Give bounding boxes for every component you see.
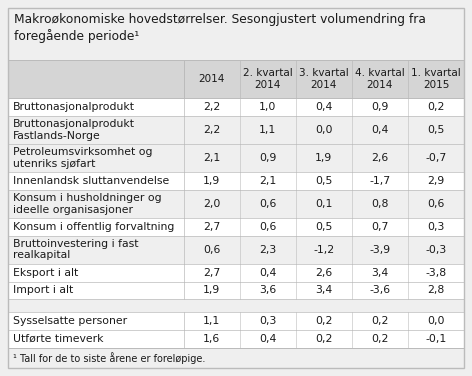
Bar [8,218,464,236]
Text: 0,6: 0,6 [259,199,277,209]
Text: 1,1: 1,1 [203,316,220,326]
Bar [8,144,464,172]
Text: 1,9: 1,9 [203,176,220,186]
Text: Bruttonasjonalprodukt
Fastlands-Norge: Bruttonasjonalprodukt Fastlands-Norge [13,119,135,141]
Text: Makroøkonomiske hovedstørrelser. Sesongjustert volumendring fra
foregående perio: Makroøkonomiske hovedstørrelser. Sesongj… [14,12,426,43]
Text: 0,8: 0,8 [371,199,388,209]
Bar [8,330,464,348]
Bar [8,172,464,190]
Bar [8,98,464,116]
Text: 0,6: 0,6 [259,222,277,232]
Text: 4. kvartal
2014: 4. kvartal 2014 [355,68,405,90]
Text: Innenlandsk sluttanvendelse: Innenlandsk sluttanvendelse [13,176,169,186]
Text: 2,6: 2,6 [371,153,388,163]
Text: 0,7: 0,7 [371,222,388,232]
Text: 3,4: 3,4 [315,285,332,296]
Text: 0,2: 0,2 [427,102,445,112]
Text: 2,7: 2,7 [203,222,220,232]
Text: Import i alt: Import i alt [13,285,73,296]
Text: Utførte timeverk: Utførte timeverk [13,334,103,344]
Text: -1,7: -1,7 [369,176,390,186]
Text: -3,9: -3,9 [369,245,390,255]
Text: 3,4: 3,4 [371,268,388,277]
Text: 0,4: 0,4 [259,334,277,344]
Text: 0,4: 0,4 [315,102,332,112]
Text: 2,8: 2,8 [427,285,445,296]
Text: 2014: 2014 [198,74,225,84]
Text: 1,9: 1,9 [315,153,332,163]
Bar [8,8,464,60]
Text: 0,0: 0,0 [315,125,333,135]
Text: 0,6: 0,6 [203,245,220,255]
Text: -0,3: -0,3 [425,245,447,255]
Text: 0,9: 0,9 [371,102,388,112]
Text: 3,6: 3,6 [259,285,276,296]
Text: 2,9: 2,9 [427,176,445,186]
Bar [8,116,464,144]
Bar [8,60,464,98]
Text: 2,1: 2,1 [259,176,276,186]
Text: 0,6: 0,6 [427,199,445,209]
Text: -1,2: -1,2 [313,245,334,255]
Text: 0,5: 0,5 [427,125,445,135]
Text: -3,6: -3,6 [369,285,390,296]
Text: 0,2: 0,2 [315,316,332,326]
Text: Bruttoinvestering i fast
realkapital: Bruttoinvestering i fast realkapital [13,239,138,261]
Text: 1,6: 1,6 [203,334,220,344]
Text: 0,3: 0,3 [427,222,445,232]
Text: 2,0: 2,0 [203,199,220,209]
Text: 0,0: 0,0 [427,316,445,326]
Bar [8,236,464,264]
Bar [8,312,464,330]
Text: 0,1: 0,1 [315,199,332,209]
Text: -0,1: -0,1 [425,334,447,344]
Text: 2,2: 2,2 [203,102,220,112]
Text: 1,0: 1,0 [259,102,277,112]
Text: 3. kvartal
2014: 3. kvartal 2014 [299,68,349,90]
Text: 1,9: 1,9 [203,285,220,296]
Text: -3,8: -3,8 [425,268,447,277]
Text: Sysselsatte personer: Sysselsatte personer [13,316,127,326]
Text: -0,7: -0,7 [425,153,447,163]
Text: 0,2: 0,2 [371,316,388,326]
Bar [8,348,464,368]
Text: 2. kvartal
2014: 2. kvartal 2014 [243,68,293,90]
Text: ¹ Tall for de to siste årene er foreløpige.: ¹ Tall for de to siste årene er foreløpi… [13,352,205,364]
Text: 0,2: 0,2 [315,334,332,344]
Text: Petroleumsvirksomhet og
utenriks sjøfart: Petroleumsvirksomhet og utenriks sjøfart [13,147,152,169]
Bar [8,264,464,282]
Text: Konsum i offentlig forvaltning: Konsum i offentlig forvaltning [13,222,174,232]
Text: 2,3: 2,3 [259,245,276,255]
Text: 2,7: 2,7 [203,268,220,277]
Bar [8,190,464,218]
Text: 2,6: 2,6 [315,268,332,277]
Text: 0,2: 0,2 [371,334,388,344]
Text: Konsum i husholdninger og
ideelle organisasjoner: Konsum i husholdninger og ideelle organi… [13,193,161,215]
Text: 1. kvartal
2015: 1. kvartal 2015 [411,68,461,90]
Text: Bruttonasjonalprodukt: Bruttonasjonalprodukt [13,102,135,112]
Text: 1,1: 1,1 [259,125,276,135]
Text: 0,9: 0,9 [259,153,277,163]
Bar [8,299,464,312]
Text: 2,1: 2,1 [203,153,220,163]
Text: 0,5: 0,5 [315,176,332,186]
Text: 0,4: 0,4 [259,268,277,277]
Text: 2,2: 2,2 [203,125,220,135]
Text: 0,4: 0,4 [371,125,388,135]
Text: 0,3: 0,3 [259,316,277,326]
Text: 0,5: 0,5 [315,222,332,232]
Bar [8,282,464,299]
Text: Eksport i alt: Eksport i alt [13,268,78,277]
